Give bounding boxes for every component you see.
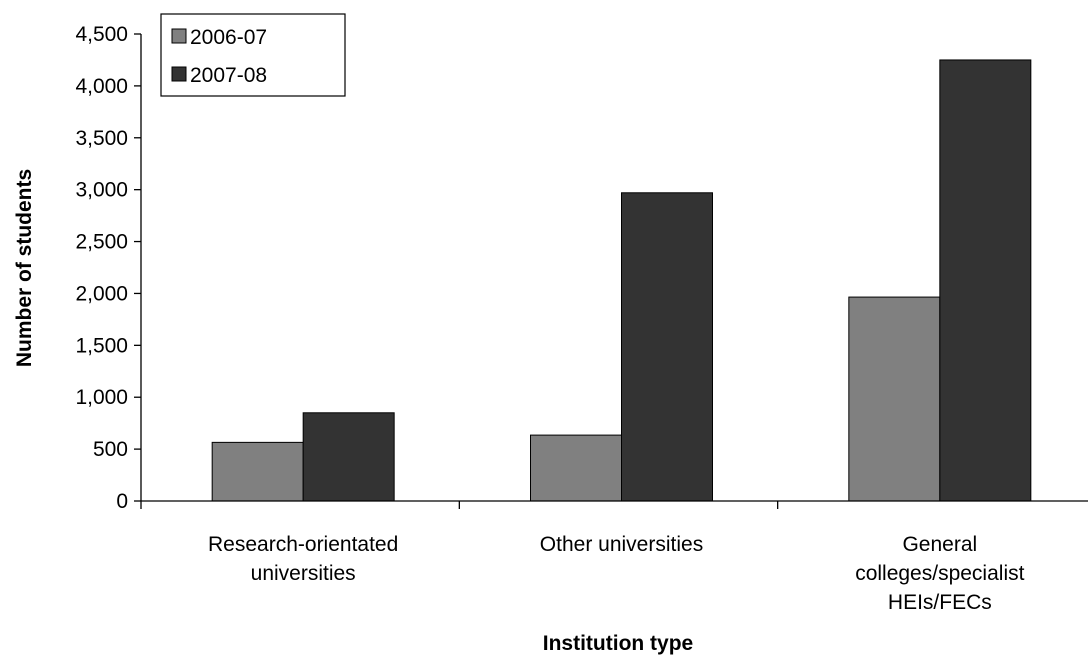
x-axis-title: Institution type bbox=[543, 632, 694, 655]
legend-swatch-2006-07 bbox=[171, 28, 187, 44]
legend-swatch-2007-08 bbox=[171, 66, 187, 82]
axes-group bbox=[140, 34, 1088, 502]
legend: 2006-07 2007-08 bbox=[160, 13, 346, 97]
category-label: Other universities bbox=[540, 533, 703, 556]
legend-label-2007-08: 2007-08 bbox=[190, 64, 267, 87]
y-ticks-group: 0 500 1,000 1,500 2,000 2,500 3,000 3,500 4,000 4… bbox=[75, 23, 141, 513]
y-tick-label: 3,000 bbox=[75, 179, 128, 202]
legend-box bbox=[160, 13, 346, 97]
y-tick-label: 3,500 bbox=[75, 127, 128, 150]
x-ticks-group bbox=[140, 501, 779, 509]
category-label: Research-orientated universities bbox=[208, 533, 398, 585]
bar-2006-07-2 bbox=[848, 296, 941, 502]
category-labels-group: Research-orientated universities Other uni… bbox=[208, 533, 1025, 614]
bar-2006-07-0 bbox=[211, 441, 304, 502]
y-tick-label: 500 bbox=[93, 438, 128, 461]
bar-2006-07-1 bbox=[530, 434, 622, 502]
y-tick-label: 2,500 bbox=[75, 231, 128, 254]
bar-2007-08-0 bbox=[302, 412, 395, 502]
y-tick-label: 2,000 bbox=[75, 282, 128, 305]
category-label: General colleges/specialist HEIs/FECs bbox=[855, 533, 1024, 614]
y-axis-title: Number of students bbox=[13, 169, 36, 367]
y-tick-label: 1,000 bbox=[75, 386, 128, 409]
y-tick-label: 4,000 bbox=[75, 75, 128, 98]
y-tick-label: 4,500 bbox=[75, 23, 128, 46]
bar-2007-08-2 bbox=[939, 59, 1032, 502]
bars-group bbox=[211, 59, 1032, 502]
bar-2007-08-1 bbox=[621, 192, 713, 502]
y-tick-label: 0 bbox=[116, 490, 128, 513]
y-tick-label: 1,500 bbox=[75, 334, 128, 357]
legend-label-2006-07: 2006-07 bbox=[190, 26, 267, 49]
